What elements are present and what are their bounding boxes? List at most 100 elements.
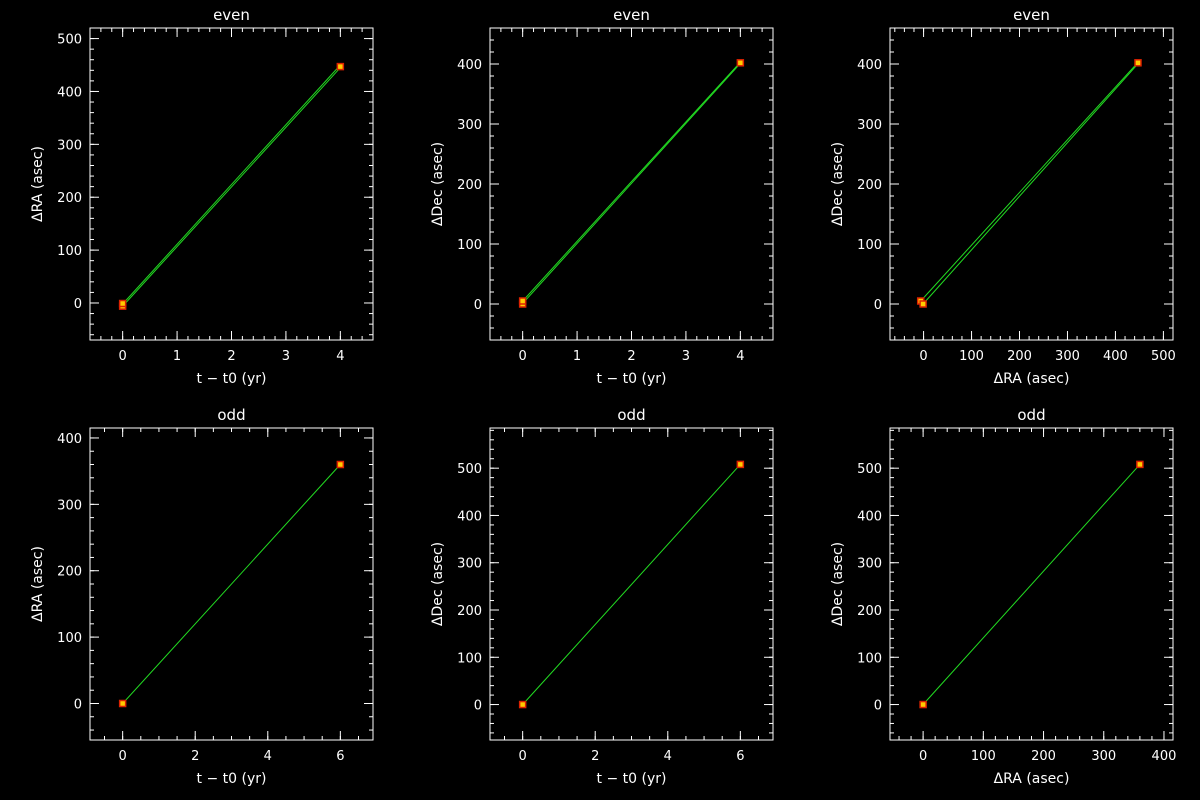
fit-line (122, 464, 341, 704)
x-tick-label: 1 (573, 349, 581, 364)
fit-line (522, 61, 741, 302)
y-tick-label: 0 (74, 297, 82, 312)
panel-5: odd 0 2 4 6 0 100 200 300 400 500 t − t0 (yr) ΔDec (… (430, 406, 774, 787)
y-tick-label: 0 (874, 699, 882, 714)
y-axis-label: ΔDec (asec) (830, 142, 846, 226)
x-axis-label: t − t0 (yr) (197, 371, 267, 387)
y-tick-label: 500 (57, 33, 82, 48)
plot-title: even (213, 6, 250, 24)
data-point (118, 699, 127, 708)
y-tick-label: 500 (457, 462, 482, 477)
fit-line (522, 464, 741, 705)
data-point (336, 62, 345, 71)
y-axis-label: ΔDec (asec) (830, 542, 846, 626)
plot-title: odd (1017, 406, 1045, 424)
data-point (736, 460, 745, 469)
panel-4: odd 0 2 4 6 0 100 200 300 400 t − t0 (yr) ΔRA (asec… (30, 406, 374, 787)
y-tick-label: 100 (57, 244, 82, 259)
data-point (336, 460, 345, 469)
x-tick-label: 200 (1007, 349, 1032, 364)
fit-line (122, 67, 341, 307)
x-tick-label: 4 (264, 749, 272, 764)
x-tick-label: 0 (519, 749, 527, 764)
data-point (518, 700, 527, 709)
x-tick-label: 3 (282, 349, 290, 364)
y-tick-label: 200 (857, 178, 882, 193)
y-tick-label: 0 (74, 697, 82, 712)
x-tick-label: 6 (336, 749, 344, 764)
y-tick-label: 300 (857, 118, 882, 133)
x-tick-label: 4 (736, 349, 744, 364)
x-tick-label: 2 (591, 749, 599, 764)
x-axis-label: t − t0 (yr) (597, 371, 667, 387)
y-tick-label: 100 (857, 238, 882, 253)
x-tick-label: 300 (1055, 349, 1080, 364)
x-tick-label: 500 (1151, 349, 1176, 364)
y-tick-label: 0 (874, 298, 882, 313)
data-point (919, 300, 927, 308)
y-tick-label: 0 (474, 699, 482, 714)
x-tick-label: 100 (959, 349, 984, 364)
plot-title: odd (617, 406, 645, 424)
panel-1: even 0 1 2 3 4 0 100 200 300 400 500 t − t0 (yr) ΔRA … (30, 6, 374, 387)
x-tick-label: 400 (1152, 749, 1177, 764)
y-tick-label: 300 (457, 118, 482, 133)
x-tick-label: 4 (664, 749, 672, 764)
y-axis-label: ΔDec (asec) (430, 542, 446, 626)
y-tick-label: 400 (457, 509, 482, 524)
x-axis-label: ΔRA (asec) (994, 771, 1070, 787)
y-tick-label: 100 (457, 238, 482, 253)
y-tick-label: 200 (57, 565, 82, 580)
fit-line (920, 63, 1138, 302)
x-tick-label: 3 (682, 349, 690, 364)
fit-line (522, 63, 741, 304)
y-tick-label: 100 (57, 631, 82, 646)
y-tick-label: 300 (57, 498, 82, 513)
data-point (518, 297, 527, 305)
y-tick-label: 0 (474, 298, 482, 313)
x-tick-label: 0 (519, 349, 527, 364)
fit-line (922, 61, 1140, 305)
y-tick-label: 400 (857, 509, 882, 524)
x-tick-label: 0 (119, 349, 127, 364)
data-point (1134, 59, 1142, 67)
x-tick-label: 2 (191, 749, 199, 764)
x-tick-label: 0 (919, 349, 927, 364)
x-tick-label: 2 (627, 349, 635, 364)
y-tick-label: 400 (457, 58, 482, 73)
data-point (736, 59, 745, 67)
y-tick-label: 500 (857, 462, 882, 477)
y-tick-label: 300 (457, 557, 482, 572)
y-tick-label: 100 (457, 651, 482, 666)
x-tick-label: 1 (173, 349, 181, 364)
plot-title: odd (217, 406, 245, 424)
y-tick-label: 300 (857, 557, 882, 572)
y-tick-label: 200 (857, 604, 882, 619)
y-tick-label: 200 (457, 178, 482, 193)
y-tick-label: 100 (857, 651, 882, 666)
y-axis-label: ΔDec (asec) (430, 142, 446, 226)
x-axis-label: ΔRA (asec) (994, 371, 1070, 387)
panel-2: even 0 1 2 3 4 0 100 200 300 400 t − t0 (yr) ΔDec (a… (430, 6, 774, 387)
x-tick-label: 0 (119, 749, 127, 764)
fit-line (122, 64, 341, 305)
fit-line (922, 464, 1141, 705)
plot-title: even (613, 6, 650, 24)
data-point (1136, 460, 1144, 469)
y-axis-label: ΔRA (asec) (30, 546, 46, 622)
y-tick-label: 300 (57, 138, 82, 153)
x-tick-label: 100 (971, 749, 996, 764)
x-tick-label: 300 (1091, 749, 1116, 764)
panel-6: odd 0 100 200 300 400 0 100 200 300 400 500 ΔRA (ase… (830, 406, 1176, 787)
x-tick-label: 2 (227, 349, 235, 364)
x-tick-label: 6 (736, 749, 744, 764)
y-tick-label: 400 (57, 432, 82, 447)
y-tick-label: 400 (57, 85, 82, 100)
x-axis-label: t − t0 (yr) (197, 771, 267, 787)
x-tick-label: 200 (1031, 749, 1056, 764)
x-axis-label: t − t0 (yr) (597, 771, 667, 787)
y-axis-label: ΔRA (asec) (30, 146, 46, 222)
x-tick-label: 400 (1103, 349, 1128, 364)
panel-3: even 0 100 200 300 400 500 0 100 200 300 400 ΔRA (as… (830, 6, 1176, 387)
